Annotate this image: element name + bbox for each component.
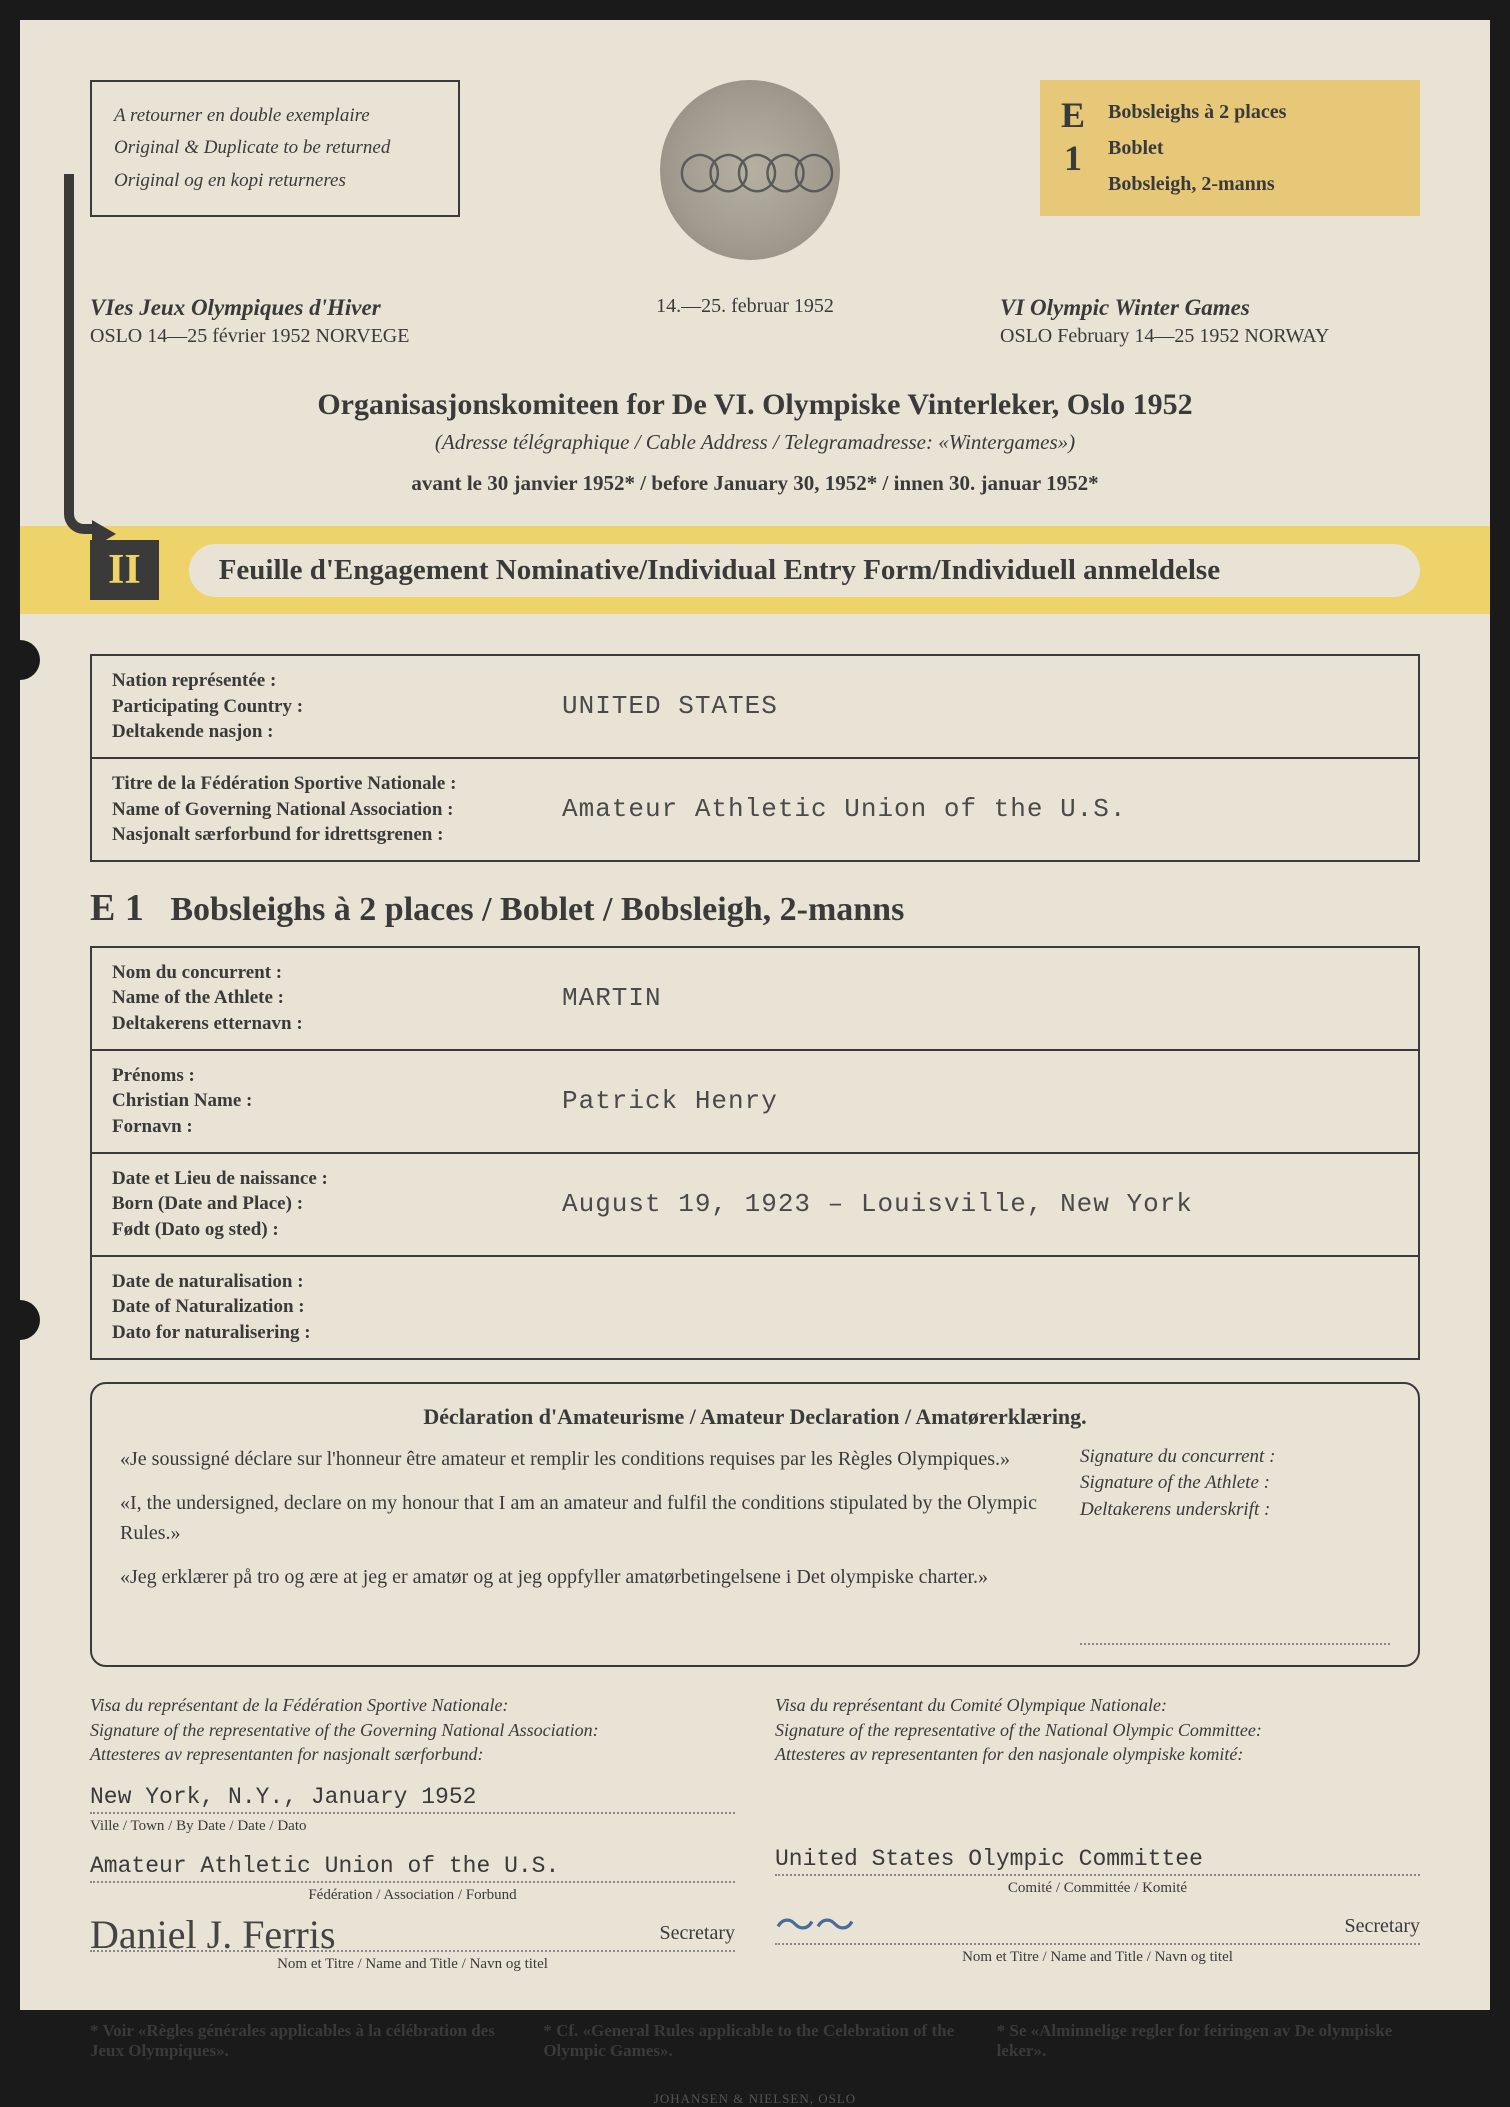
organizing-committee-title: Organisasjonskomiteen for De VI. Olympis… bbox=[90, 388, 1420, 422]
fed-sig-label-no: Attesteres av representanten for nasjona… bbox=[90, 1742, 735, 1766]
noc-sig-label-en: Signature of the representative of the N… bbox=[775, 1718, 1420, 1742]
noc-signer-role: Secretary bbox=[1344, 1915, 1420, 1938]
handwritten-signature-noc: ～～ bbox=[775, 1893, 855, 1951]
naturalization-label-no: Dato for naturalisering : bbox=[112, 1320, 562, 1346]
signatures-section: Visa du représentant de la Fédération Sp… bbox=[90, 1693, 1420, 1991]
event-heading: E 1 Bobsleighs à 2 places / Boblet / Bob… bbox=[90, 886, 1420, 930]
footnotes-row: * Voir «Règles générales applicables à l… bbox=[90, 2021, 1420, 2061]
naturalization-label-en: Date of Naturalization : bbox=[112, 1294, 562, 1320]
nation-value: UNITED STATES bbox=[562, 691, 778, 721]
games-dates: 14.—25. februar 1952 bbox=[620, 295, 870, 348]
noc-sig-label-no: Attesteres av representanten for den nas… bbox=[775, 1742, 1420, 1766]
olympic-seal: ◯◯◯◯◯ bbox=[650, 80, 850, 275]
declaration-fr: «Je soussigné déclare sur l'honneur être… bbox=[120, 1444, 1050, 1474]
event-category-box: E 1 Bobsleighs à 2 places Boblet Bobslei… bbox=[1040, 80, 1420, 216]
noc-name-line: United States Olympic Committee bbox=[775, 1846, 1420, 1876]
federation-label-no: Nasjonalt særforbund for idrettsgrenen : bbox=[112, 822, 562, 848]
document-page: A retourner en double exemplaire Origina… bbox=[20, 20, 1490, 2010]
federation-label-en: Name of Governing National Association : bbox=[112, 797, 562, 823]
return-instructions-box: A retourner en double exemplaire Origina… bbox=[90, 80, 460, 217]
games-info-row: VIes Jeux Olympiques d'Hiver OSLO 14—25 … bbox=[90, 295, 1420, 348]
printer-credit: JOHANSEN & NIELSEN, OSLO bbox=[90, 2091, 1420, 2107]
signer-role: Secretary bbox=[659, 1922, 735, 1945]
olympic-rings-icon: ◯◯◯◯◯ bbox=[679, 148, 822, 193]
return-line-en: Original & Duplicate to be returned bbox=[114, 132, 436, 164]
arrow-connector bbox=[64, 174, 92, 534]
event-name-en: Bobsleigh, 2-manns bbox=[1108, 166, 1286, 202]
cable-address: (Adresse télégraphique / Cable Address /… bbox=[90, 430, 1420, 455]
federation-label-fr: Titre de la Fédération Sportive National… bbox=[112, 771, 562, 797]
firstname-label-en: Christian Name : bbox=[112, 1088, 562, 1114]
name-title-sublabel: Nom et Titre / Name and Title / Navn og … bbox=[90, 1956, 735, 1973]
amateur-declaration-box: Déclaration d'Amateurisme / Amateur Decl… bbox=[90, 1382, 1420, 1668]
nation-label-en: Participating Country : bbox=[112, 694, 562, 720]
signer-name-line: Daniel J. Ferris Secretary bbox=[90, 1922, 735, 1952]
punch-hole bbox=[0, 1300, 40, 1340]
header-row: A retourner en double exemplaire Origina… bbox=[90, 80, 1420, 275]
fed-sig-label-fr: Visa du représentant de la Fédération Sp… bbox=[90, 1693, 735, 1717]
games-sub-en: OSLO February 14—25 1952 NORWAY bbox=[1000, 325, 1420, 348]
place-date-line: New York, N.Y., January 1952 bbox=[90, 1784, 735, 1814]
noc-sublabel: Comité / Committée / Komité bbox=[775, 1880, 1420, 1897]
noc-sig-label-fr: Visa du représentant du Comité Olympique… bbox=[775, 1693, 1420, 1717]
games-title-en: VI Olympic Winter Games bbox=[1000, 295, 1420, 321]
noc-name-title-sublabel: Nom et Titre / Name and Title / Navn og … bbox=[775, 1949, 1420, 1966]
surname-label-fr: Nom du concurrent : bbox=[112, 960, 562, 986]
event-name-fr: Bobsleighs à 2 places bbox=[1108, 94, 1286, 130]
event-code-letter: E bbox=[1058, 94, 1088, 137]
federation-sublabel: Fédération / Association / Forbund bbox=[90, 1887, 735, 1904]
punch-hole bbox=[0, 640, 40, 680]
event-title-text: Bobsleighs à 2 places / Boblet / Bobslei… bbox=[170, 891, 904, 928]
firstname-value: Patrick Henry bbox=[562, 1086, 778, 1116]
declaration-en: «I, the undersigned, declare on my honou… bbox=[120, 1488, 1050, 1548]
event-code-heading: E 1 bbox=[90, 887, 144, 929]
handwritten-signature: Daniel J. Ferris bbox=[90, 1911, 336, 1958]
footnote-fr: * Voir «Règles générales applicables à l… bbox=[90, 2021, 513, 2061]
surname-value: MARTIN bbox=[562, 983, 662, 1013]
sig-label-fr: Signature du concurrent : bbox=[1080, 1444, 1390, 1471]
firstname-label-no: Fornavn : bbox=[112, 1114, 562, 1140]
born-value: August 19, 1923 – Louisville, New York bbox=[562, 1189, 1193, 1219]
return-line-fr: A retourner en double exemplaire bbox=[114, 100, 436, 132]
form-title-bar: II Feuille d'Engagement Nominative/Indiv… bbox=[20, 526, 1490, 614]
nation-label-no: Deltakende nasjon : bbox=[112, 719, 562, 745]
federation-name-line: Amateur Athletic Union of the U.S. bbox=[90, 1853, 735, 1883]
federation-signature-col: Visa du représentant de la Fédération Sp… bbox=[90, 1693, 735, 1991]
event-name-no: Boblet bbox=[1108, 130, 1286, 166]
born-label-no: Født (Dato og sted) : bbox=[112, 1217, 562, 1243]
deadline-line: avant le 30 janvier 1952* / before Janua… bbox=[90, 471, 1420, 496]
nation-label-fr: Nation représentée : bbox=[112, 668, 562, 694]
noc-signer-line: ～～ Secretary bbox=[775, 1915, 1420, 1945]
firstname-label-fr: Prénoms : bbox=[112, 1063, 562, 1089]
surname-label-no: Deltakerens etternavn : bbox=[112, 1011, 562, 1037]
naturalization-label-fr: Date de naturalisation : bbox=[112, 1269, 562, 1295]
footnote-en: * Cf. «General Rules applicable to the C… bbox=[543, 2021, 966, 2061]
games-sub-fr: OSLO 14—25 février 1952 NORVEGE bbox=[90, 325, 490, 348]
section-numeral: II bbox=[90, 540, 159, 600]
federation-value: Amateur Athletic Union of the U.S. bbox=[562, 794, 1127, 824]
surname-label-en: Name of the Athlete : bbox=[112, 985, 562, 1011]
games-title-fr: VIes Jeux Olympiques d'Hiver bbox=[90, 295, 490, 321]
noc-signature-col: Visa du représentant du Comité Olympique… bbox=[775, 1693, 1420, 1991]
arrow-head bbox=[92, 520, 116, 548]
athlete-signature-area: Signature du concurrent : Signature of t… bbox=[1080, 1444, 1390, 1646]
born-label-en: Born (Date and Place) : bbox=[112, 1191, 562, 1217]
fed-sig-label-en: Signature of the representative of the G… bbox=[90, 1718, 735, 1742]
sig-label-en: Signature of the Athlete : bbox=[1080, 1470, 1390, 1497]
sig-label-no: Deltakerens underskrift : bbox=[1080, 1497, 1390, 1524]
return-line-no: Original og en kopi returneres bbox=[114, 165, 436, 197]
born-label-fr: Date et Lieu de naissance : bbox=[112, 1166, 562, 1192]
footnote-no: * Se «Alminnelige regler for feiringen a… bbox=[997, 2021, 1420, 2061]
nation-federation-box: Nation représentée : Participating Count… bbox=[90, 654, 1420, 862]
declaration-title: Déclaration d'Amateurisme / Amateur Decl… bbox=[120, 1404, 1390, 1430]
place-date-sublabel: Ville / Town / By Date / Date / Dato bbox=[90, 1818, 735, 1835]
declaration-no: «Jeg erklærer på tro og ære at jeg er am… bbox=[120, 1562, 1050, 1592]
athlete-details-box: Nom du concurrent : Name of the Athlete … bbox=[90, 946, 1420, 1360]
event-code-number: 1 bbox=[1058, 137, 1088, 180]
form-title-pill: Feuille d'Engagement Nominative/Individu… bbox=[189, 544, 1420, 597]
